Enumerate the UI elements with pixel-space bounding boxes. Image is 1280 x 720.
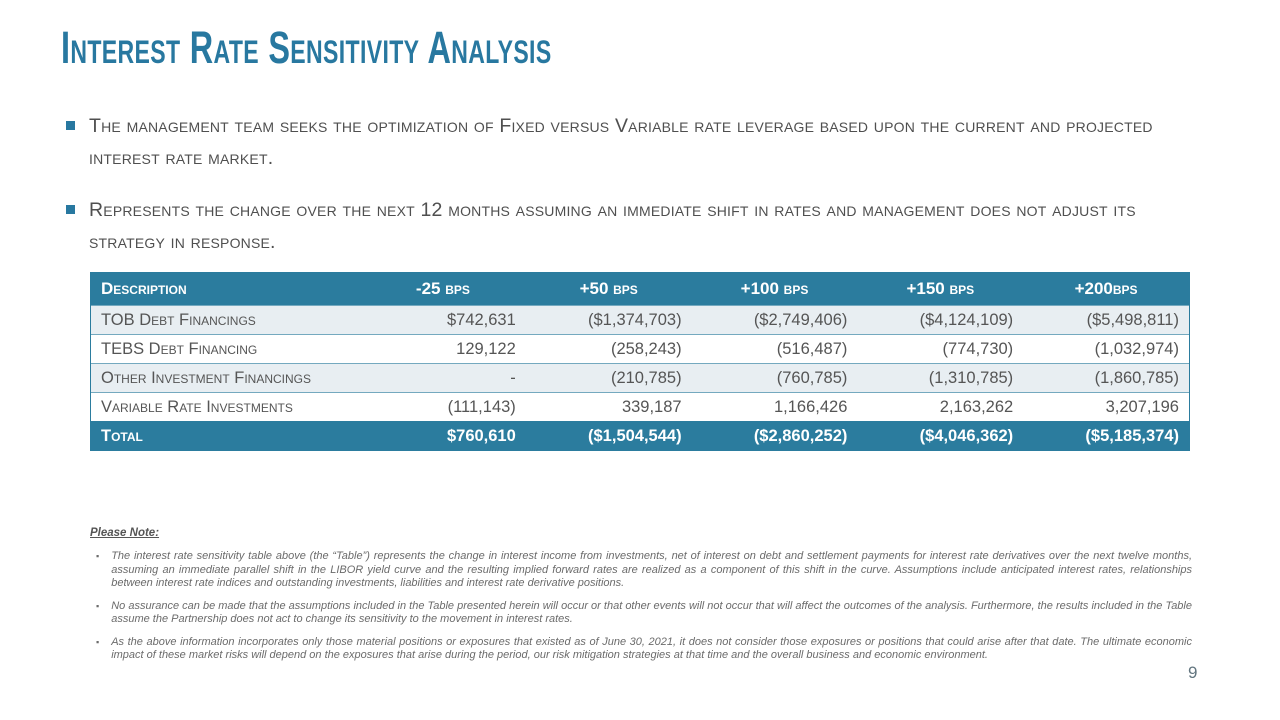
- footnote-bullet-icon: ▪: [96, 551, 100, 561]
- table-cell: $742,631: [446, 310, 516, 329]
- table-cell: (111,143): [447, 397, 516, 416]
- table-row: TEBS Debt Financing 129,122 (258,243) (5…: [91, 334, 1189, 363]
- column-header-plus-150bps: +150 bps: [906, 279, 975, 298]
- column-header-plus-50bps: +50 bps: [579, 279, 638, 298]
- table-cell: $760,610: [446, 426, 516, 445]
- row-label: TOB Debt Financings: [101, 310, 256, 329]
- table-cell: ($4,046,362): [919, 426, 1014, 445]
- page-title-text: Interest Rate Sensitivity Analysis: [61, 22, 552, 73]
- table-cell: 3,207,196: [1105, 397, 1179, 416]
- table-cell: 1,166,426: [773, 397, 848, 416]
- page-number: 9: [1188, 663, 1198, 682]
- footnotes-heading: Please Note:: [90, 527, 160, 539]
- footnote-bullet-icon: ▪: [96, 600, 100, 611]
- column-header-minus-25bps: -25 bps: [415, 279, 470, 298]
- row-label: TEBS Debt Financing: [101, 339, 258, 358]
- footnote-text: The interest rate sensitivity table abov…: [111, 550, 1192, 589]
- table-cell: 2,163,262: [939, 397, 1014, 416]
- footnote-text: As the above information incorporates on…: [111, 635, 1192, 662]
- list-item: The management team seeks the optimizati…: [64, 110, 1160, 174]
- table-header-row: Description -25 bps +50 bps +100 bps +15…: [91, 273, 1189, 305]
- footnotes-section: Please Note: ▪ The interest rate sensiti…: [90, 527, 1192, 672]
- table-cell: (1,860,785): [1094, 368, 1179, 387]
- column-header-description: Description: [101, 279, 187, 298]
- bullet-text: Represents the change over the next 12 m…: [89, 199, 1136, 253]
- total-label: Total: [101, 426, 143, 445]
- table-cell: (516,487): [776, 339, 848, 358]
- table-cell: ($2,749,406): [753, 310, 848, 329]
- bullet-text: The management team seeks the optimizati…: [89, 115, 1153, 169]
- column-header-plus-200bps: +200bps: [1074, 279, 1138, 298]
- table-row: Variable Rate Investments (111,143) 339,…: [91, 392, 1189, 421]
- table-cell: 339,187: [621, 397, 682, 416]
- table-row: Other Investment Financings - (210,785) …: [91, 363, 1189, 392]
- table-total-row: Total $760,610 ($1,504,544) ($2,860,252)…: [91, 421, 1189, 450]
- table-cell: ($5,185,374): [1085, 426, 1179, 445]
- table-cell: (210,785): [610, 368, 682, 387]
- list-item: ▪ As the above information incorporates …: [90, 636, 1192, 663]
- table-cell: ($1,504,544): [588, 426, 682, 445]
- table-cell: (774,730): [942, 339, 1014, 358]
- table-cell: (1,310,785): [928, 368, 1014, 387]
- list-item: ▪ No assurance can be made that the assu…: [90, 600, 1192, 627]
- sensitivity-table: Description -25 bps +50 bps +100 bps +15…: [90, 272, 1190, 451]
- table-cell: ($5,498,811): [1086, 310, 1179, 329]
- table-cell: ($1,374,703): [588, 310, 682, 329]
- table-cell: (1,032,974): [1094, 339, 1179, 358]
- list-item: Represents the change over the next 12 m…: [64, 194, 1160, 258]
- table-cell: (760,785): [776, 368, 848, 387]
- body-bullet-list: The management team seeks the optimizati…: [64, 110, 1160, 268]
- column-header-plus-100bps: +100 bps: [740, 279, 809, 298]
- table-row: TOB Debt Financings $742,631 ($1,374,703…: [91, 305, 1189, 334]
- row-label: Other Investment Financings: [101, 368, 312, 387]
- table-cell: ($4,124,109): [919, 310, 1014, 329]
- footnote-text: No assurance can be made that the assump…: [111, 599, 1192, 626]
- bullet-square-icon: [66, 205, 75, 214]
- table-cell: 129,122: [456, 339, 516, 358]
- row-label: Variable Rate Investments: [101, 397, 293, 416]
- table-cell: ($2,860,252): [753, 426, 848, 445]
- table-cell: -: [510, 368, 516, 387]
- bullet-square-icon: [66, 121, 75, 130]
- page-title: Interest Rate Sensitivity Analysis: [61, 24, 742, 72]
- footnote-bullet-icon: ▪: [96, 636, 100, 647]
- list-item: ▪ The interest rate sensitivity table ab…: [90, 550, 1192, 591]
- table-cell: (258,243): [610, 339, 682, 358]
